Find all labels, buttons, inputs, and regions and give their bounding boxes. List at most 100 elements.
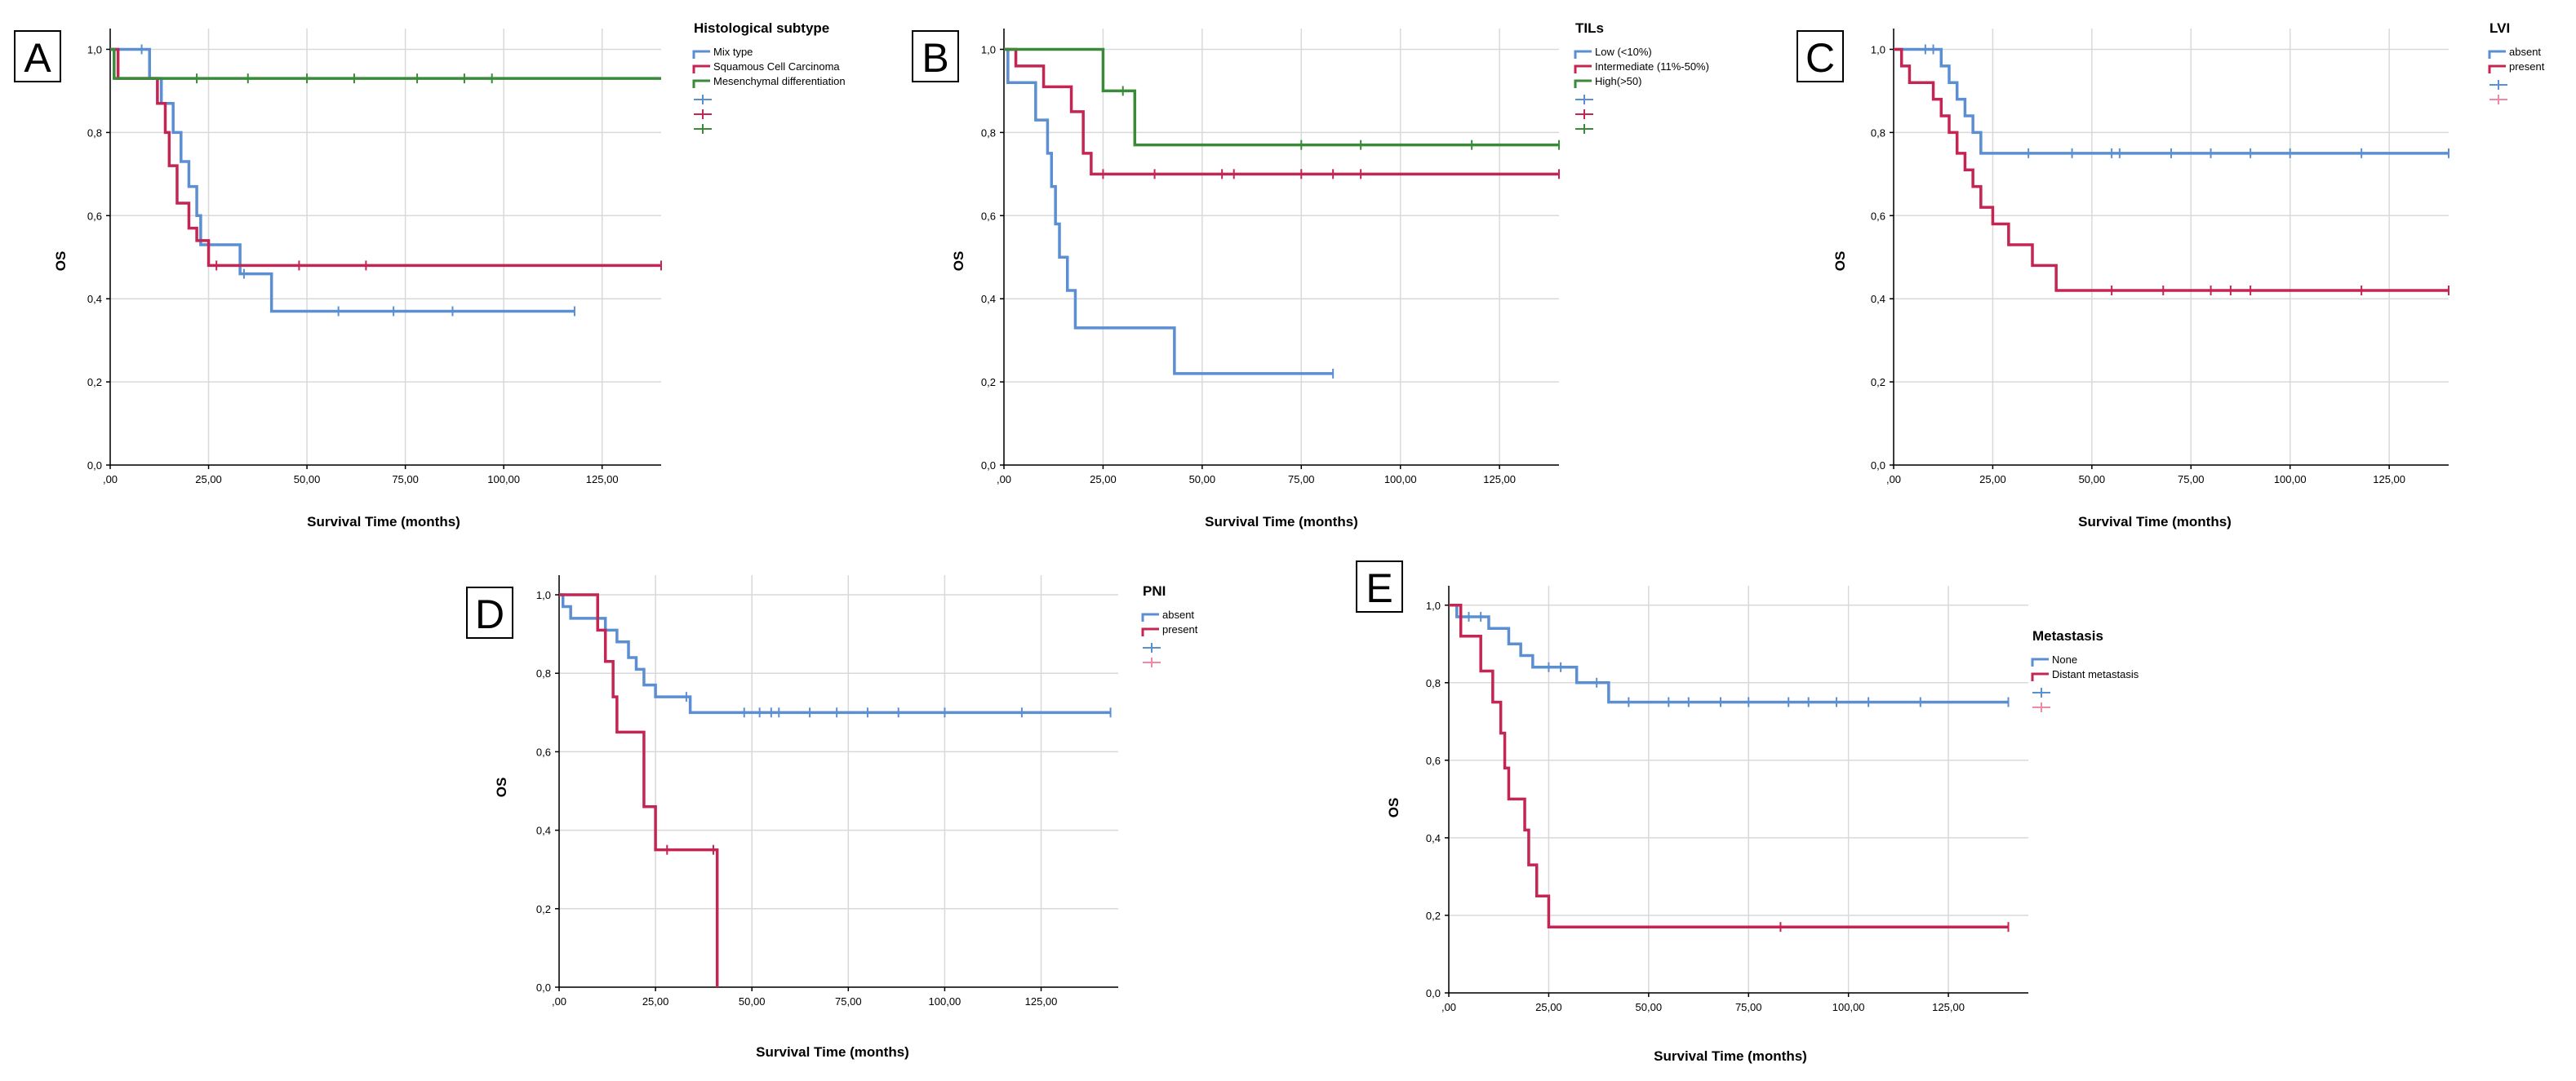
legend-swatch-line [692, 64, 710, 73]
y-tick-label: 0,8 [536, 667, 551, 680]
panel-letter: E [1366, 565, 1392, 611]
legend-swatch-line [2488, 64, 2506, 73]
y-tick-label: 0,2 [1871, 376, 1885, 388]
y-tick-label: 0,6 [981, 210, 996, 222]
x-tick-label: 125,00 [586, 473, 619, 485]
y-tick-label: 1,0 [536, 589, 551, 601]
x-tick-label: 125,00 [1483, 473, 1516, 485]
legend-swatch-line [1574, 50, 1592, 59]
panel-letter-box [1797, 30, 1844, 82]
x-tick-label: 75,00 [392, 473, 419, 485]
y-axis-label: OS [53, 251, 69, 272]
km-chart-d: D ,00 25,00 50,00 75,00 100,00 125,00 0,0 0,2 0,4… [466, 575, 1198, 1060]
legend-entry: Intermediate (11%-50%) [1595, 60, 1709, 73]
legend-swatch-line [1141, 627, 1159, 636]
series-line-2 [110, 47, 661, 80]
x-tick-label: 125,00 [1932, 1001, 1965, 1013]
legend-swatch-line [1141, 613, 1159, 622]
x-tick-label: 25,00 [642, 995, 669, 1008]
series-line-0 [1894, 47, 2449, 155]
panel-letter: A [24, 35, 51, 81]
panel-letter-box [912, 30, 959, 82]
km-chart-a: A ,00 25,00 50,00 75,00 100,00 125,00 0,0 0,2 0,4… [14, 20, 846, 529]
x-axis-label: Survival Time (months) [1654, 1048, 1807, 1064]
y-axis-label: OS [1386, 798, 1401, 818]
legend-swatch-line [692, 50, 710, 59]
y-tick-label: 1,0 [1871, 43, 1885, 55]
x-tick-label: 50,00 [1189, 473, 1216, 485]
legend-swatch-line [1574, 79, 1592, 88]
x-tick-label: 50,00 [1636, 1001, 1663, 1013]
x-tick-label: ,00 [103, 473, 118, 485]
y-tick-label: 0,6 [1871, 210, 1885, 222]
y-tick-label: 0,0 [87, 459, 102, 472]
y-tick-label: 0,4 [1426, 832, 1441, 844]
y-tick-label: 0,0 [1871, 459, 1885, 472]
x-tick-label: 25,00 [1979, 473, 2006, 485]
y-tick-label: 0,4 [536, 825, 551, 837]
x-axis-label: Survival Time (months) [1205, 514, 1358, 529]
y-tick-label: 0,0 [1426, 987, 1441, 999]
legend-title: LVI [2489, 20, 2510, 36]
y-tick-label: 0,8 [981, 126, 996, 139]
panel-letter: C [1805, 35, 1835, 81]
y-tick-label: 0,2 [536, 903, 551, 915]
y-tick-label: 0,4 [981, 293, 996, 305]
series-line-2 [1004, 47, 1559, 147]
x-axis-label: Survival Time (months) [2078, 514, 2232, 529]
x-tick-label: 50,00 [2079, 473, 2106, 485]
x-axis-label: Survival Time (months) [756, 1044, 909, 1060]
x-tick-label: 100,00 [2274, 473, 2307, 485]
y-tick-label: 0,2 [87, 376, 102, 388]
series-line-0 [559, 593, 1111, 715]
panel-letter-box [14, 30, 61, 82]
x-tick-label: 75,00 [835, 995, 862, 1008]
y-axis-label: OS [951, 251, 966, 272]
legend-swatch-line [2488, 50, 2506, 59]
panel-letter: D [475, 591, 504, 637]
series-line-1 [1004, 47, 1559, 176]
x-tick-label: ,00 [1886, 473, 1901, 485]
legend-entry: High(>50) [1595, 75, 1641, 87]
legend-entry: Mix type [713, 46, 753, 58]
series-line-0 [110, 47, 575, 313]
legend-title: Histological subtype [694, 20, 829, 36]
legend-entry: present [2509, 60, 2545, 73]
legend-entry: None [2052, 653, 2077, 666]
x-tick-label: 125,00 [2373, 473, 2405, 485]
x-tick-label: ,00 [1441, 1001, 1456, 1013]
y-tick-label: 1,0 [981, 43, 996, 55]
y-tick-label: 0,6 [1426, 755, 1441, 767]
x-tick-label: 25,00 [195, 473, 222, 485]
legend-entry: Distant metastasis [2052, 668, 2139, 680]
legend-swatch-line [692, 79, 710, 88]
y-tick-label: 0,4 [87, 293, 102, 305]
y-tick-label: 0,8 [87, 126, 102, 139]
legend-entry: Squamous Cell Carcinoma [713, 60, 840, 73]
x-tick-label: ,00 [997, 473, 1011, 485]
km-chart-b: B ,00 25,00 50,00 75,00 100,00 125,00 0,0 0,2 0,4… [912, 20, 1709, 529]
series-line-0 [1449, 604, 2009, 704]
series-line-1 [110, 47, 661, 268]
panel-letter: B [922, 35, 948, 81]
x-tick-label: 100,00 [929, 995, 962, 1008]
y-tick-label: 0,4 [1871, 293, 1885, 305]
y-axis-label: OS [494, 778, 509, 798]
x-tick-label: 25,00 [1090, 473, 1117, 485]
legend-title: TILs [1575, 20, 1604, 36]
legend-swatch-line [2031, 672, 2049, 681]
y-tick-label: 0,2 [1426, 910, 1441, 922]
legend-swatch-line [1574, 64, 1592, 73]
x-tick-label: 75,00 [2178, 473, 2205, 485]
series-line-1 [1894, 47, 2449, 292]
y-tick-label: 0,0 [536, 981, 551, 994]
x-tick-label: 25,00 [1535, 1001, 1562, 1013]
x-tick-label: 75,00 [1288, 473, 1315, 485]
x-tick-label: 50,00 [294, 473, 321, 485]
x-tick-label: 100,00 [1384, 473, 1417, 485]
y-tick-label: 1,0 [87, 43, 102, 55]
panel-letter-box [466, 587, 513, 639]
y-tick-label: 0,0 [981, 459, 996, 472]
panel-letter-box [1356, 560, 1403, 613]
